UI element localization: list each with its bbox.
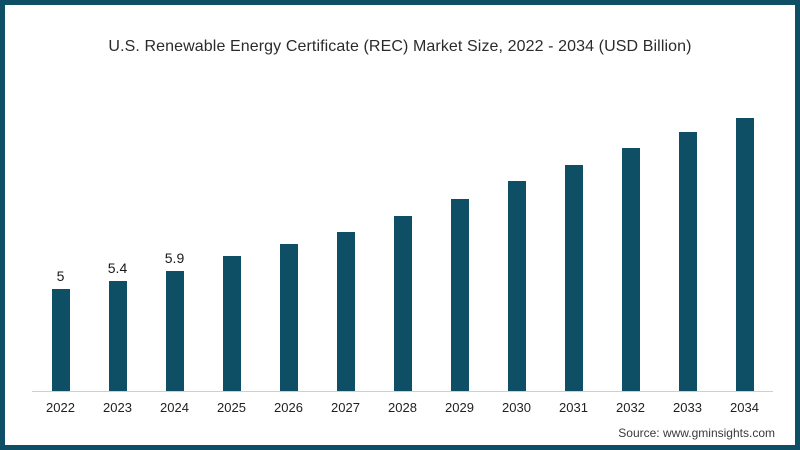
x-axis-tick-label: 2025	[217, 400, 246, 415]
bar-slot	[317, 232, 374, 391]
bar	[507, 181, 526, 391]
bar-slot: 5	[32, 269, 89, 391]
bar	[165, 271, 184, 391]
x-axis-tick-label: 2022	[46, 400, 75, 415]
bar-slot	[431, 199, 488, 391]
plot-area: 5 5.4 5.9	[32, 85, 773, 392]
bar-slot	[488, 181, 545, 391]
bar	[51, 289, 70, 391]
bar-slot	[545, 165, 602, 391]
bar	[336, 232, 355, 391]
bar-slot	[659, 132, 716, 391]
bar	[735, 118, 754, 391]
x-axis-labels: 2022 2023 2024 2025 2026 2027 2028 2029 2030 2031…	[32, 400, 773, 415]
x-axis-tick-label: 2029	[445, 400, 474, 415]
x-axis-tick-label: 2028	[388, 400, 417, 415]
bar-slot	[260, 244, 317, 391]
bar-slot	[602, 148, 659, 391]
bar	[108, 281, 127, 391]
bar-value-label: 5.9	[164, 250, 185, 266]
bar	[678, 132, 697, 391]
x-axis-tick-label: 2030	[502, 400, 531, 415]
x-axis-tick-label: 2024	[160, 400, 189, 415]
x-axis-tick-label: 2032	[616, 400, 645, 415]
bar-value-label: 5.4	[107, 260, 128, 276]
bar	[564, 165, 583, 391]
x-axis-tick-label: 2031	[559, 400, 588, 415]
bar-value-label: 5	[56, 268, 65, 284]
bar-slot: 5.4	[89, 261, 146, 391]
chart-title: U.S. Renewable Energy Certificate (REC) …	[108, 38, 692, 55]
x-axis-tick-label: 2027	[331, 400, 360, 415]
bar-slot: 5.9	[146, 251, 203, 391]
bar-slot	[374, 216, 431, 391]
x-axis-tick-label: 2034	[730, 400, 759, 415]
bar-slot	[716, 118, 773, 391]
x-axis-tick-label: 2026	[274, 400, 303, 415]
bar	[621, 148, 640, 391]
x-axis-tick-label: 2023	[103, 400, 132, 415]
bar	[279, 244, 298, 391]
source-note: Source: www.gminsights.com	[618, 426, 775, 440]
x-axis-tick-label: 2033	[673, 400, 702, 415]
bar	[393, 216, 412, 391]
bar	[222, 256, 241, 391]
bar	[450, 199, 469, 391]
bar-slot	[203, 256, 260, 391]
